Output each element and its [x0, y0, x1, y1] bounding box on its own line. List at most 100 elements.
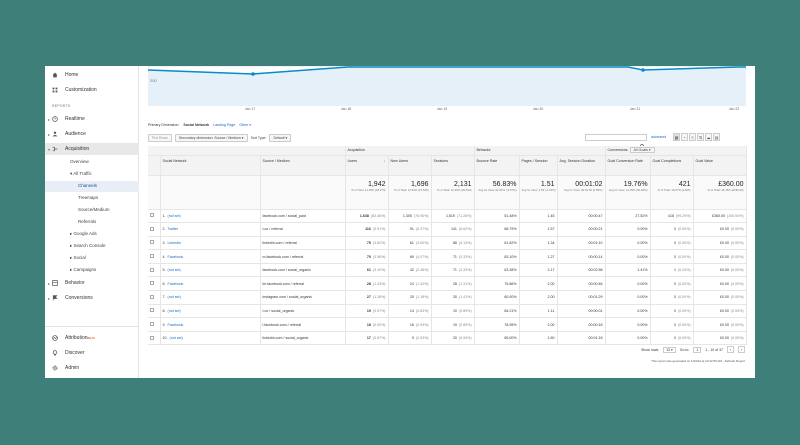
table-row[interactable]: 4. Facebook m.facebook.com / referral 70 (3…: [148, 249, 747, 264]
sidebar-item-referrals[interactable]: Referrals: [78, 219, 97, 224]
acquisition-icon: [52, 146, 58, 152]
social-network-link[interactable]: (not set): [167, 308, 181, 313]
sidebar-item-channels[interactable]: Channels: [78, 183, 98, 188]
duration-cell: 00:02:58: [557, 263, 606, 278]
social-network-link[interactable]: Facebook: [167, 254, 184, 259]
social-network-link[interactable]: (not set): [167, 268, 181, 273]
table-view-icon[interactable]: ▦: [673, 133, 680, 141]
table-search-input[interactable]: [585, 134, 647, 149]
social-network-link[interactable]: (not set): [167, 213, 181, 218]
col-sessions[interactable]: Sessions: [431, 155, 475, 176]
source-medium-cell[interactable]: t.co / referral: [260, 222, 346, 237]
row-checkbox[interactable]: [150, 226, 154, 231]
percentage-view-icon[interactable]: ◔: [681, 133, 688, 141]
source-medium-cell[interactable]: facebook.com / social_paid: [260, 209, 346, 224]
table-row[interactable]: 1. (not set) facebook.com / social_paid 1,…: [148, 209, 747, 224]
col-new-users[interactable]: New Users: [388, 155, 432, 176]
sidebar-item-search-console[interactable]: ▸ Search Console: [70, 243, 106, 249]
source-medium-cell[interactable]: linkedin.com / social_organic: [260, 331, 346, 346]
total-sub: Avg for View: 1.53 (-1.10%): [521, 187, 556, 192]
sidebar-item-audience[interactable]: ▸ Audience: [45, 128, 139, 140]
row-checkbox[interactable]: [150, 281, 154, 286]
cell-value: £0.00: [719, 308, 729, 313]
comparison-view-icon[interactable]: ⇅: [697, 133, 704, 141]
sidebar-item-all-traffic[interactable]: ▾ All Traffic: [70, 171, 92, 177]
source-medium-cell[interactable]: l.facebook.com / referral: [260, 317, 346, 332]
row-checkbox[interactable]: [150, 254, 154, 259]
secondary-dimension-select[interactable]: Secondary dimension: Source / Medium ▾: [174, 133, 248, 142]
source-medium-cell[interactable]: t.co / social_organic: [260, 304, 346, 319]
dimension-social-network[interactable]: Social Network: [183, 123, 210, 127]
social-network-link[interactable]: Twitter: [167, 227, 179, 232]
prev-page-button[interactable]: ‹: [727, 346, 734, 353]
pivot-view-icon[interactable]: ▤: [713, 133, 720, 141]
row-checkbox[interactable]: [150, 322, 154, 327]
row-checkbox[interactable]: [150, 240, 154, 245]
dimension-landing-page[interactable]: Landing Page: [213, 123, 236, 127]
social-network-link[interactable]: (not set): [169, 336, 183, 341]
social-network-link[interactable]: Facebook: [167, 281, 184, 286]
source-medium-cell[interactable]: linkedin.com / referral: [260, 236, 346, 251]
chart-point[interactable]: [641, 68, 645, 72]
sidebar-item-realtime[interactable]: ▸ Realtime: [45, 113, 139, 125]
table-row[interactable]: 10. (not set) linkedin.com / social_organ…: [148, 331, 747, 346]
col-source-medium[interactable]: Source / Medium: [260, 155, 346, 176]
performance-view-icon[interactable]: ≡: [689, 133, 696, 141]
row-checkbox[interactable]: [150, 213, 154, 218]
sidebar-item-overview[interactable]: Overview: [70, 159, 89, 164]
sidebar-item-treemaps[interactable]: Treemaps: [78, 195, 99, 200]
next-page-button[interactable]: ›: [738, 346, 745, 353]
source-medium-cell[interactable]: m.facebook.com / referral: [260, 249, 346, 264]
chart-point[interactable]: [251, 72, 255, 76]
sidebar-item-admin[interactable]: Admin: [45, 362, 139, 374]
cell-pct: (3.56%): [372, 254, 386, 259]
show-rows-select[interactable]: 10 ▾: [663, 346, 676, 353]
source-medium-cell[interactable]: facebook.com / social_organic: [260, 263, 346, 278]
row-checkbox[interactable]: [150, 267, 154, 272]
table-row[interactable]: 8. (not set) t.co / social_organic 19 (0.97…: [148, 304, 747, 319]
col-pages-session[interactable]: Pages / Session: [519, 155, 558, 176]
row-checkbox[interactable]: [150, 335, 154, 340]
sidebar-item-customization[interactable]: Customization: [45, 84, 139, 96]
col-avg-duration[interactable]: Avg. Session Duration: [557, 155, 606, 176]
table-row[interactable]: 2. Twitter t.co / referral 116 (5.91%) 91 (5.…: [148, 222, 747, 237]
sidebar-item-home[interactable]: Home: [45, 69, 139, 81]
sidebar-item-behavior[interactable]: ▸ Behavior: [45, 277, 139, 289]
sidebar-item-acquisition[interactable]: ▾ Acquisition: [45, 143, 139, 155]
advanced-filter-link[interactable]: advanced: [651, 135, 667, 139]
source-medium-cell[interactable]: lm.facebook.com / referral: [260, 276, 346, 292]
duration-cell: 00:00:18: [557, 317, 606, 332]
row-checkbox[interactable]: [150, 294, 154, 299]
table-row[interactable]: 5. (not set) facebook.com / social_organi…: [148, 263, 747, 278]
cell-pct: (0.94%): [458, 336, 472, 341]
col-bounce-rate[interactable]: Bounce Rate: [474, 155, 520, 176]
term-cloud-icon[interactable]: ☁: [705, 133, 712, 141]
sidebar-item-discover[interactable]: Discover: [45, 347, 139, 359]
col-goal-completions[interactable]: Goal Completions: [650, 155, 694, 176]
col-social-network[interactable]: Social Network: [160, 155, 261, 176]
social-network-link[interactable]: LinkedIn: [167, 240, 182, 245]
goals-select[interactable]: All Goals ▾: [629, 147, 655, 154]
sidebar-item-attribution[interactable]: Attribution BETA: [45, 332, 139, 344]
table-row[interactable]: 3. LinkedIn linkedin.com / referral 75 (3.8…: [148, 236, 747, 251]
table-row[interactable]: 6. Facebook lm.facebook.com / referral 28(…: [148, 276, 747, 292]
row-checkbox[interactable]: [150, 308, 154, 313]
col-users[interactable]: Users ↓: [345, 155, 389, 176]
dimension-other[interactable]: Other ▾: [239, 123, 252, 127]
sidebar-item-campaigns[interactable]: ▸ Campaigns: [70, 267, 96, 273]
table-row[interactable]: 9. Facebook l.facebook.com / referral 18 (0…: [148, 317, 747, 332]
col-goal-value[interactable]: Goal Value: [693, 155, 747, 176]
sort-type-select[interactable]: Default ▾: [269, 133, 292, 142]
source-medium-cell[interactable]: instagram.com / social_organic: [260, 290, 346, 305]
sidebar-item-google-ads[interactable]: ▸ Google Ads: [70, 231, 97, 237]
col-goal-conversion[interactable]: Goal Conversion Rate: [605, 155, 651, 176]
goto-input[interactable]: 1: [693, 346, 702, 353]
sidebar-item-source-medium[interactable]: Source/Medium: [78, 207, 110, 212]
plot-rows-button[interactable]: Plot Rows: [148, 133, 172, 142]
social-network-link[interactable]: (not set): [167, 295, 181, 300]
social-network-link[interactable]: Facebook: [167, 322, 184, 327]
total-value: 56.83%: [492, 180, 517, 188]
sidebar-item-social[interactable]: ▸ Social: [70, 255, 86, 261]
table-row[interactable]: 7. (not set) instagram.com / social_organ…: [148, 290, 747, 305]
sidebar-item-conversions[interactable]: ▸ Conversions: [45, 292, 139, 304]
